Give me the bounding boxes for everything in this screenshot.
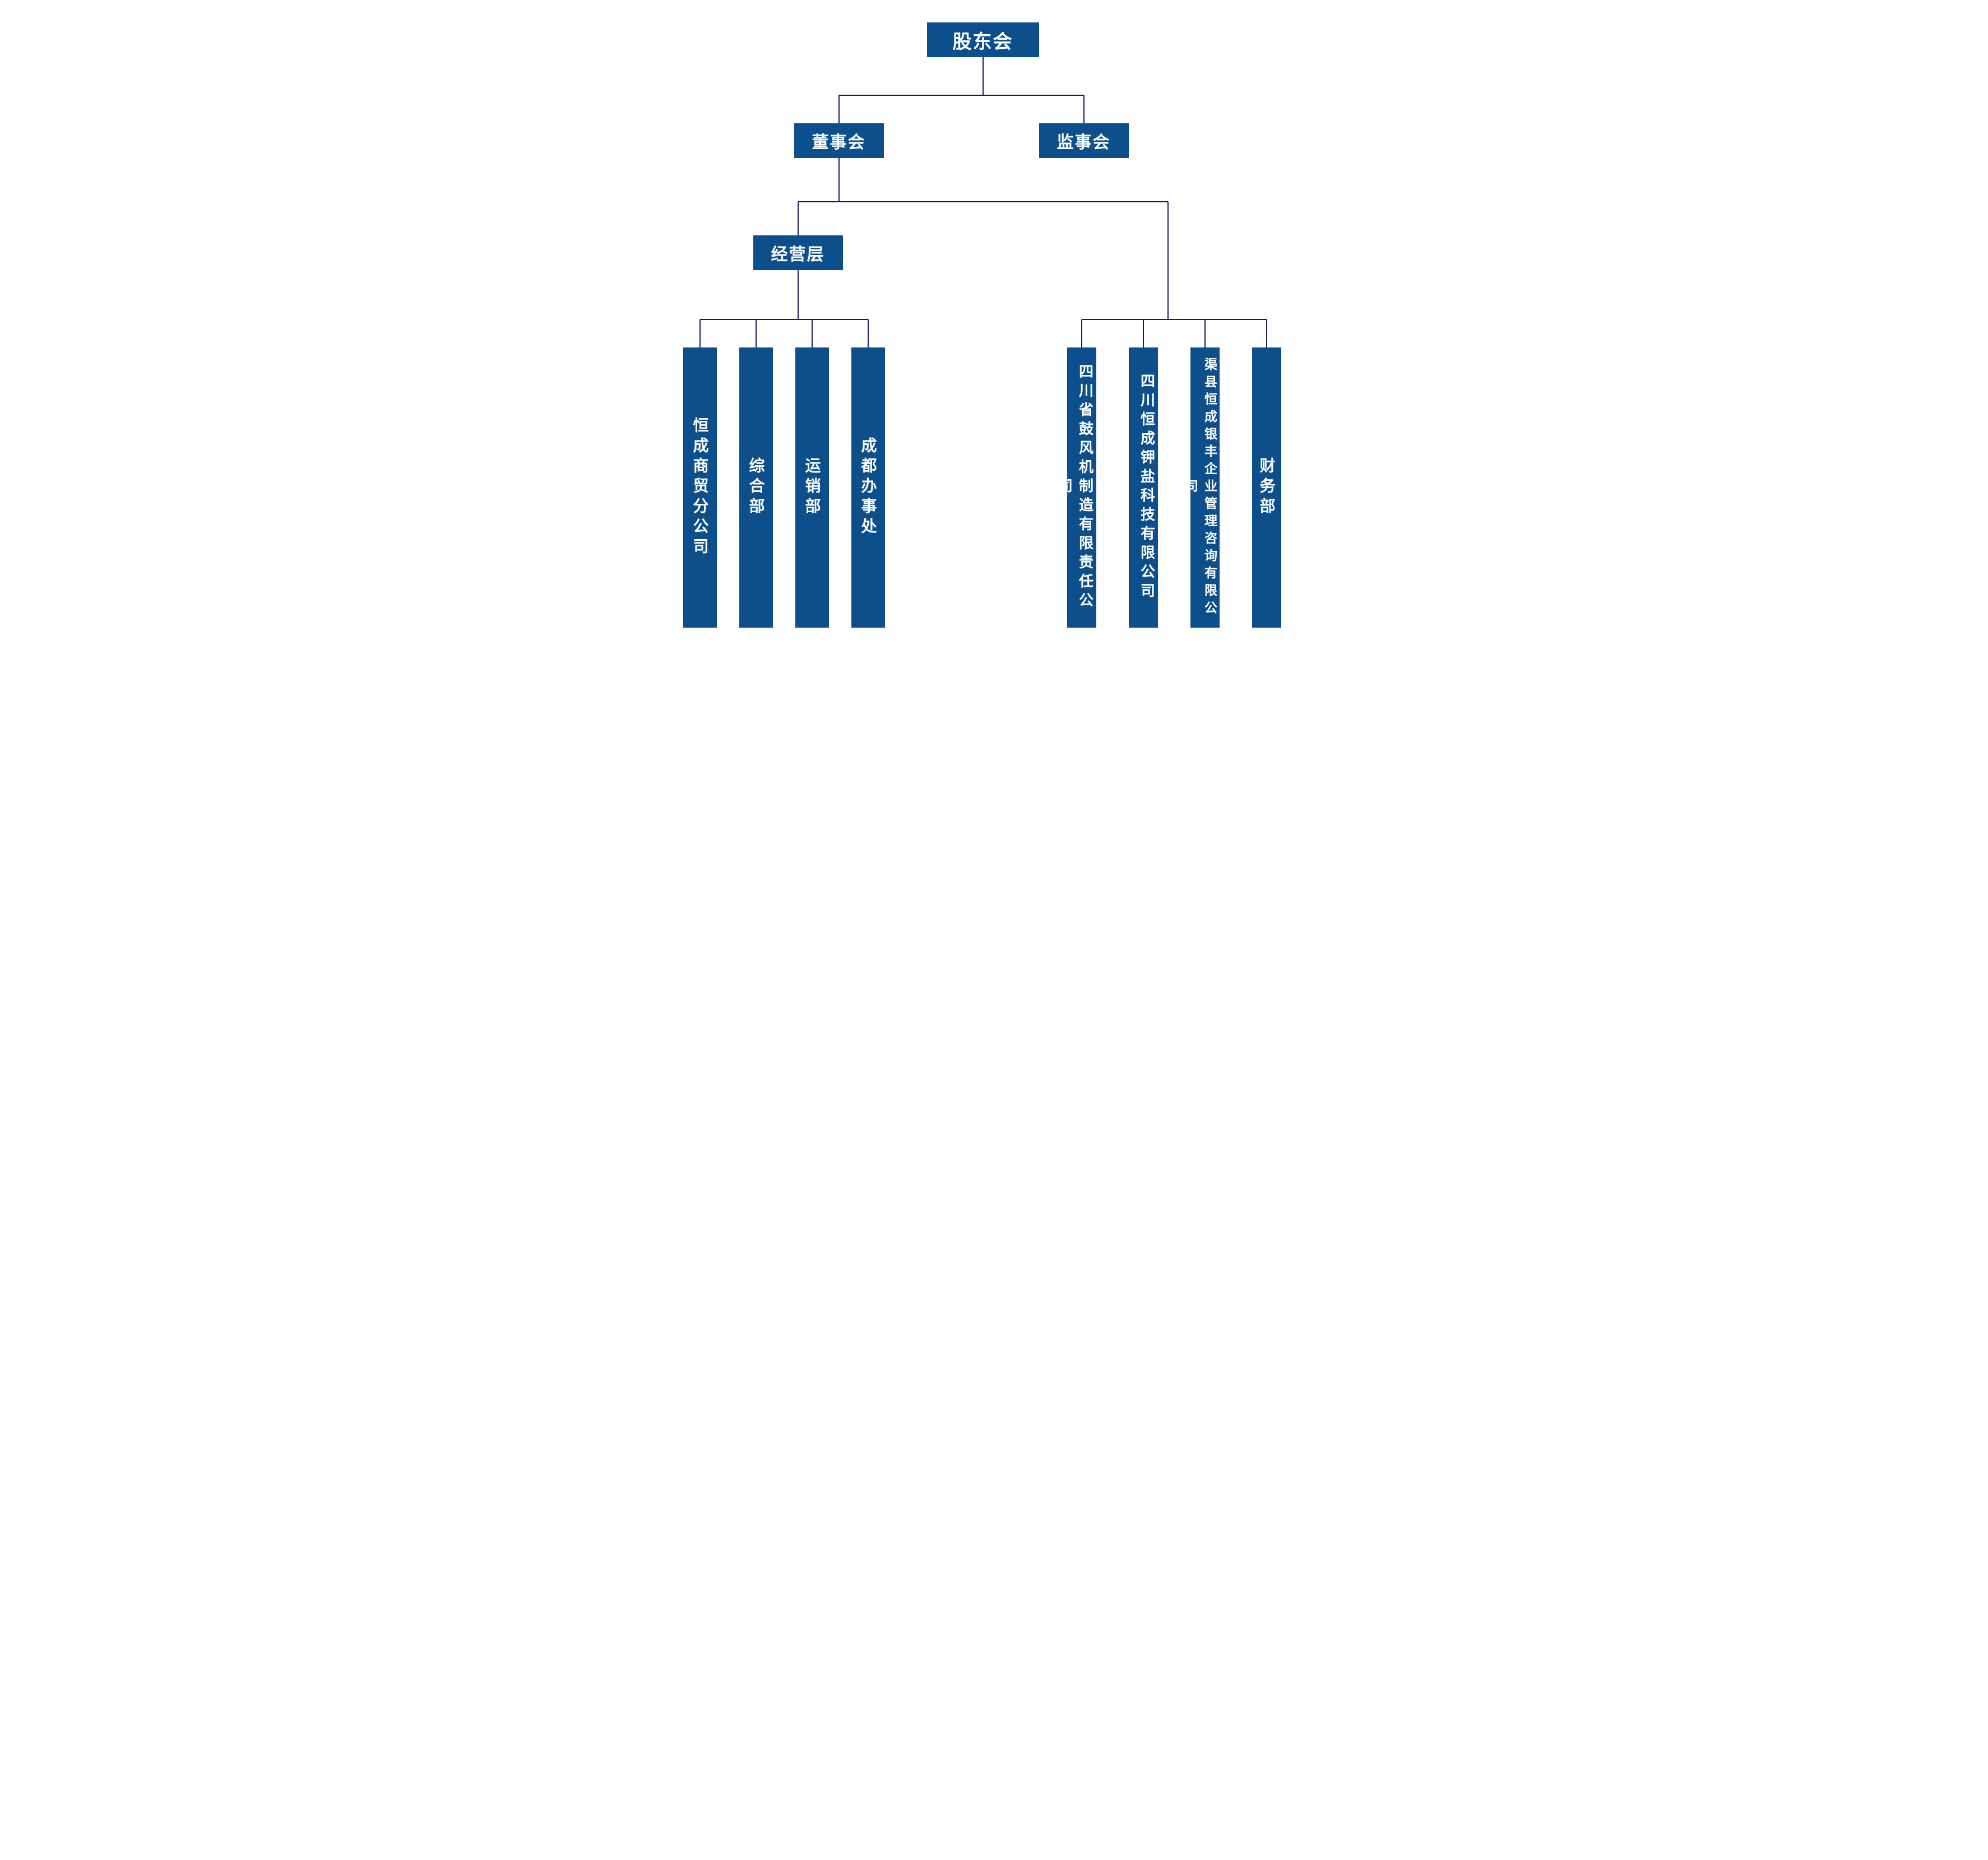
org-chart-container: 股东会董事会 监事会经营层恒成商贸分公司综合部运销部成都办事处 四川省鼓风机制造有限… xyxy=(675,22,1314,639)
node-supervisory: 监事会 xyxy=(1039,123,1129,158)
node-dept_sales: 运销部 xyxy=(795,347,829,628)
node-co_consult: 渠县恒成银丰企业管理咨询有限公司 xyxy=(1190,347,1220,628)
node-dept_trade: 恒成商贸分公司 xyxy=(683,347,717,628)
node-dept_chengdu: 成都办事处 xyxy=(851,347,885,628)
node-co_potash: 四川恒成钾盐科技有限公司 xyxy=(1129,347,1158,628)
node-co_blower: 四川省鼓风机制造有限责任公司 xyxy=(1067,347,1096,628)
node-dept_finance: 财务部 xyxy=(1252,347,1281,628)
node-dept_general: 综合部 xyxy=(739,347,773,628)
node-board: 董事会 xyxy=(794,123,884,158)
node-shareholders: 股东会 xyxy=(927,22,1039,57)
node-mgmt: 经营层 xyxy=(753,235,843,270)
